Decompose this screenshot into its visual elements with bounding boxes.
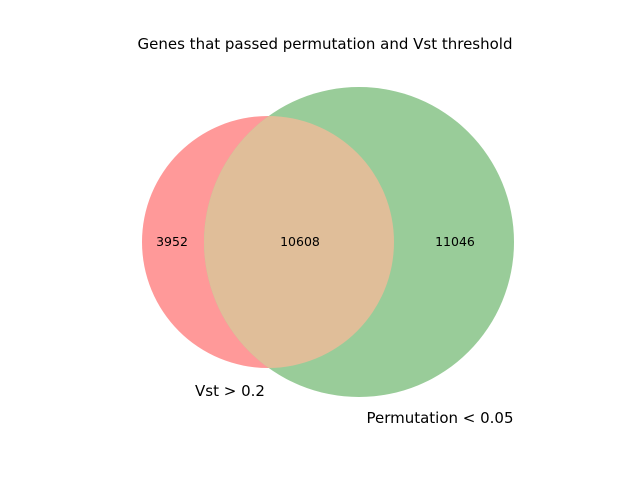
set-a-label: Vst > 0.2 (195, 382, 265, 400)
set-a-only-count: 3952 (156, 234, 188, 249)
overlap-region (204, 116, 394, 368)
set-b-label: Permutation < 0.05 (366, 409, 513, 427)
overlap-count: 10608 (280, 234, 320, 249)
diagram-title: Genes that passed permutation and Vst th… (138, 35, 513, 53)
set-b-only-count: 11046 (435, 234, 475, 249)
